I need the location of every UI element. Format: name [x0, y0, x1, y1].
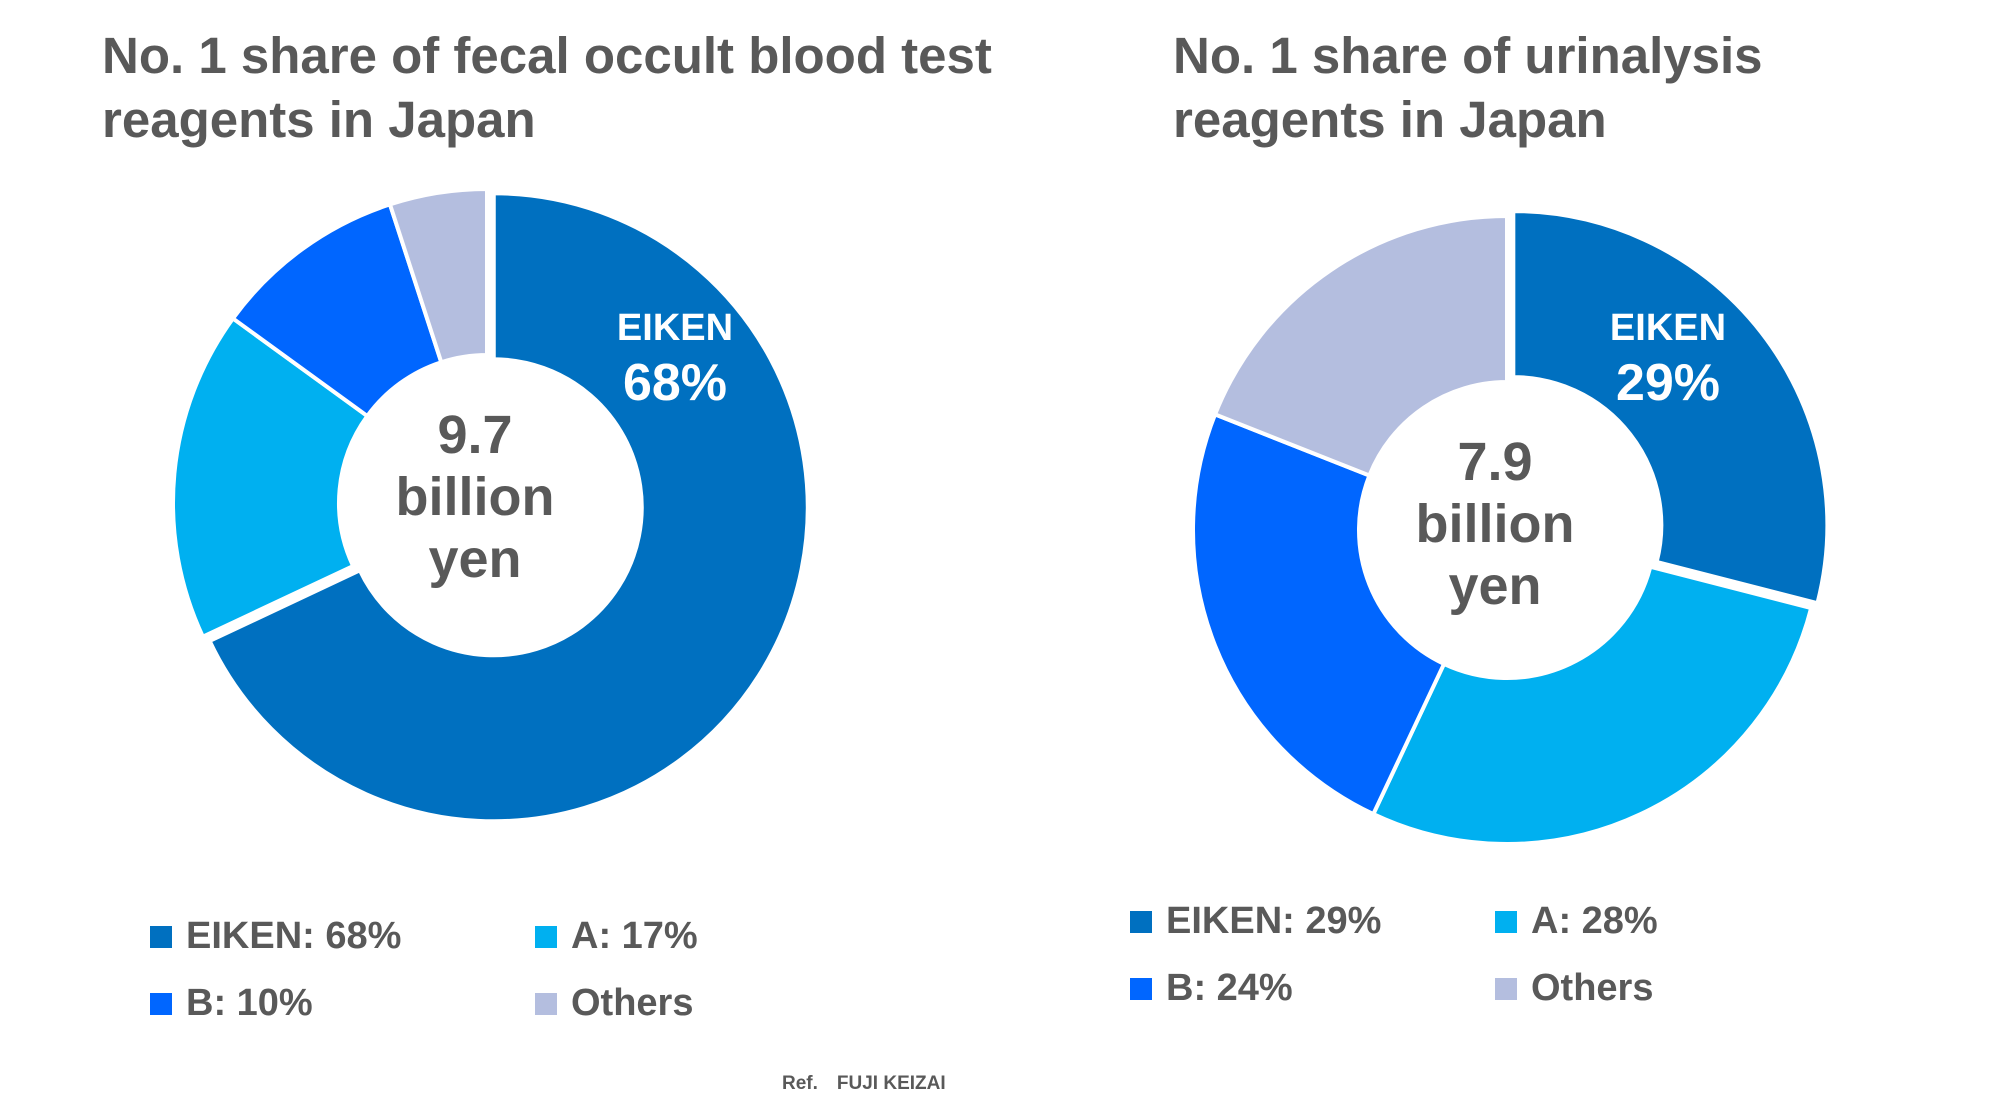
donut-slice-eiken [1511, 209, 1830, 606]
legend-label: Others [571, 982, 694, 1024]
center-label: billion [1416, 494, 1575, 554]
legend-swatch [1130, 910, 1152, 933]
legend-swatch [535, 992, 557, 1015]
slice-label-name: EIKEN [1610, 307, 1726, 349]
legend-swatch [1495, 977, 1517, 1000]
center-label: yen [1448, 556, 1541, 616]
legend-item: EIKEN: 68% [150, 915, 535, 958]
center-label: billion [396, 467, 555, 527]
slice-label-name: EIKEN [617, 307, 733, 349]
center-label: yen [428, 529, 521, 589]
legend-label: EIKEN: 29% [1166, 900, 1382, 942]
reference-note: Ref. FUJI KEIZAI [782, 1073, 946, 1094]
legend-swatch [150, 925, 172, 948]
legend-swatch [1130, 977, 1152, 1000]
legend-item: Others [1495, 967, 1745, 1010]
legend-item: B: 24% [1130, 967, 1495, 1010]
legend-fecal: EIKEN: 68% A: 17% B: 10% Others [150, 915, 785, 1025]
center-label: 9.7 [437, 405, 512, 465]
chart-title-fecal: No. 1 share of fecal occult blood test r… [102, 27, 992, 148]
legend-item: A: 28% [1495, 900, 1745, 943]
legend-label: EIKEN: 68% [186, 915, 402, 957]
donut-slice-a [171, 315, 371, 640]
legend-swatch [1495, 910, 1517, 933]
donut-slice-eiken [206, 191, 810, 824]
center-label: 7.9 [1457, 432, 1532, 492]
slice-label-value: 68% [623, 354, 727, 412]
legend-item: A: 17% [535, 915, 785, 958]
legend-label: A: 17% [571, 915, 698, 957]
legend-item: EIKEN: 29% [1130, 900, 1495, 943]
legend-label: Others [1531, 967, 1654, 1009]
chart-title-urinalysis: No. 1 share of urinalysis reagents in Ja… [1173, 27, 1763, 148]
legend-item: B: 10% [150, 982, 535, 1025]
legend-label: B: 24% [1166, 967, 1293, 1009]
donut-slice-b [1191, 411, 1447, 817]
legend-swatch [535, 925, 557, 948]
legend-label: A: 28% [1531, 900, 1658, 942]
donut-slice-a [1370, 564, 1814, 846]
donut-slice-others [1212, 213, 1509, 479]
legend-label: B: 10% [186, 982, 313, 1024]
legend-swatch [150, 992, 172, 1015]
legend-urinalysis: EIKEN: 29% A: 28% B: 24% Others [1130, 900, 1745, 1010]
donut-slice-others [387, 186, 489, 365]
legend-item: Others [535, 982, 785, 1025]
slice-label-value: 29% [1616, 354, 1720, 412]
